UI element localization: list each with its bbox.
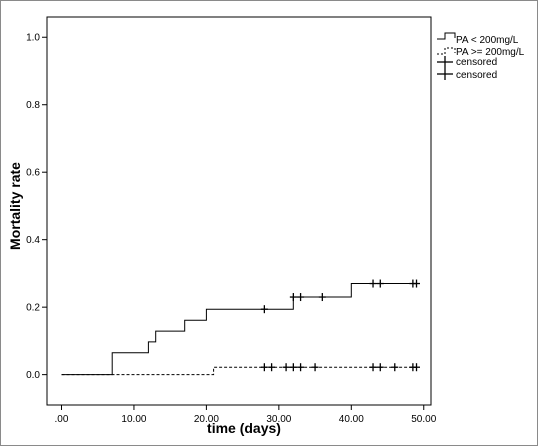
legend-solid-line	[437, 32, 456, 40]
x-axis: .00 10.00 20.00 30.00 40.00 50.00	[55, 405, 437, 425]
y-axis-title: Mortality rate	[7, 162, 23, 250]
censored-marker-pa-low	[376, 279, 384, 288]
y-tick-label: 0.8	[26, 100, 40, 111]
y-tick-label: 0.0	[26, 370, 40, 381]
censored-marker-pa-high	[268, 363, 276, 372]
x-axis-title: time (days)	[207, 420, 281, 436]
censored-marker-pa-high	[289, 363, 297, 372]
censored-marker-pa-low	[260, 305, 268, 314]
censored-marker-pa-high	[297, 363, 305, 372]
censored-marker-pa-high	[282, 363, 290, 372]
censored-marker-pa-high	[369, 363, 377, 372]
series-line-pa-low	[61, 283, 417, 376]
censored-marker-pa-high	[376, 363, 384, 372]
x-tick-label: 10.00	[121, 414, 146, 425]
series-layer	[61, 279, 421, 376]
plot-area	[46, 16, 432, 406]
x-tick-label: 40.00	[339, 414, 364, 425]
censored-marker-pa-low	[297, 293, 305, 302]
y-axis: 0.0 0.2 0.4 0.6 0.8 1.0	[26, 33, 47, 381]
legend-label-censored-2: censored	[456, 70, 497, 81]
legend-plus-icon-2	[437, 68, 453, 80]
y-tick-label: 1.0	[26, 33, 40, 44]
y-tick-label: 0.2	[26, 303, 40, 314]
legend-dashed-line	[437, 47, 456, 55]
censored-marker-pa-high	[311, 363, 319, 372]
censored-marker-pa-high	[391, 363, 399, 372]
legend: PA < 200mg/L PA >= 200mg/L censored cens…	[437, 32, 525, 81]
legend-label-censored-1: censored	[456, 57, 497, 68]
y-tick-label: 0.4	[26, 235, 40, 246]
legend-plus-icon-1	[437, 56, 453, 68]
y-tick-label: 0.6	[26, 168, 40, 179]
censored-marker-pa-low	[413, 279, 421, 288]
legend-label-pa-high: PA >= 200mg/L	[456, 47, 525, 58]
x-tick-label: 30.00	[266, 414, 291, 425]
legend-label-pa-low: PA < 200mg/L	[456, 35, 519, 46]
x-tick-label: .00	[55, 414, 69, 425]
censored-marker-pa-high	[260, 363, 268, 372]
censored-marker-pa-high	[413, 363, 421, 372]
x-tick-label: 20.00	[194, 414, 219, 425]
censored-marker-pa-low	[318, 293, 326, 302]
censored-marker-pa-low	[289, 293, 297, 302]
x-tick-label: 50.00	[411, 414, 436, 425]
censored-marker-pa-low	[369, 279, 377, 288]
